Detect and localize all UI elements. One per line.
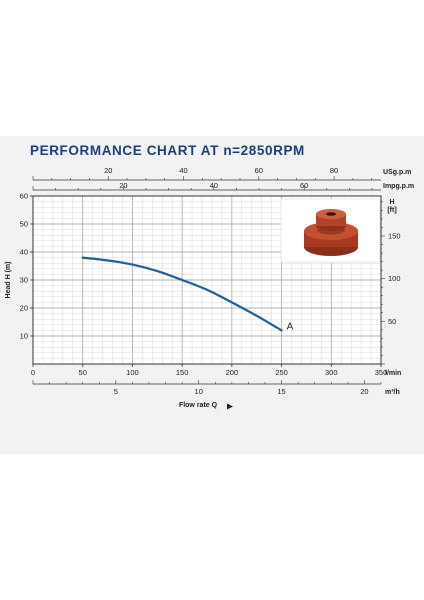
- m3h-unit-label: m³/h: [385, 389, 400, 396]
- m3h-tick-label: 10: [195, 387, 203, 396]
- chart-title: PERFORMANCE CHART AT n=2850RPM: [30, 143, 305, 158]
- y-axis-label: Head H (m): [5, 262, 12, 299]
- y-tick-label: 10: [20, 332, 28, 341]
- axes: [30, 176, 385, 385]
- series-line-A: [81, 256, 283, 332]
- x-axis-arrow: [227, 403, 233, 410]
- x-tick-label: 300: [325, 368, 338, 377]
- impgpm-tick-label: 20: [119, 181, 127, 190]
- pump-impeller-photo: [280, 198, 381, 263]
- ft-tick-label: 50: [388, 317, 396, 326]
- y-tick-label: 40: [20, 248, 28, 257]
- x-tick-label: 350: [375, 368, 388, 377]
- x-tick-label: 200: [226, 368, 239, 377]
- y-tick-label: 60: [20, 192, 28, 201]
- series-label-A: A: [287, 321, 294, 332]
- impgpm-tick-label: 60: [300, 181, 308, 190]
- m3h-tick-label: 5: [114, 387, 118, 396]
- x-tick-label: 0: [31, 368, 35, 377]
- usgpm-unit-label: USg.p.m: [383, 169, 411, 176]
- x-tick-label: 100: [126, 368, 139, 377]
- tick-labels: 10 20 30 40 50 60 Head H (m) 0 50 100 150 200 250 300…: [5, 166, 414, 410]
- ft-unit-label: H: [389, 199, 394, 206]
- ft-tick-label: 150: [388, 231, 401, 240]
- y-tick-label: 50: [20, 220, 28, 229]
- usgpm-tick-label: 20: [104, 166, 112, 175]
- usgpm-tick-label: 80: [330, 166, 338, 175]
- x-tick-label: 250: [275, 368, 288, 377]
- ft-unit-label: [ft]: [387, 207, 396, 214]
- x-axis-label: Flow rate Q: [179, 402, 218, 409]
- ft-tick-label: 100: [388, 274, 401, 283]
- x-tick-label: 150: [176, 368, 189, 377]
- impgpm-tick-label: 40: [210, 181, 218, 190]
- m3h-tick-label: 20: [360, 387, 368, 396]
- impgpm-unit-label: Impg.p.m: [383, 183, 414, 190]
- series-layer: A: [81, 256, 294, 332]
- x-tick-label: 50: [79, 368, 87, 377]
- usgpm-tick-label: 40: [179, 166, 187, 175]
- y-tick-label: 20: [20, 304, 28, 313]
- y-tick-label: 30: [20, 276, 28, 285]
- m3h-tick-label: 15: [277, 387, 285, 396]
- x-unit-label: l/min: [385, 370, 401, 377]
- usgpm-tick-label: 60: [255, 166, 263, 175]
